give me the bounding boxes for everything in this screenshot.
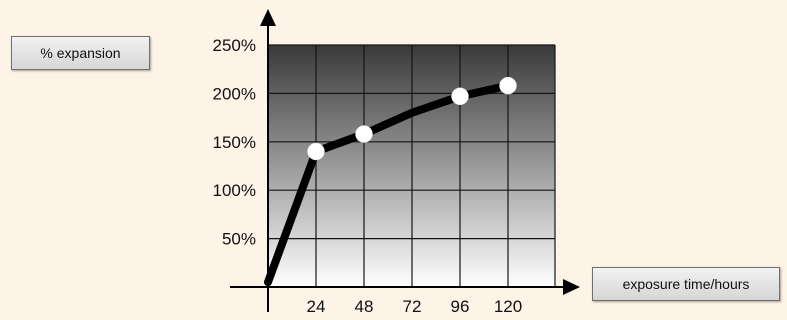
grid-lines (268, 44, 556, 287)
y-tick-label-200: 200% (213, 84, 256, 103)
x-tick-label-48: 48 (355, 297, 374, 316)
x-axis-arrow-icon (563, 279, 580, 295)
y-tick-label-50: 50% (222, 230, 256, 249)
y-tick-label-100: 100% (213, 181, 256, 200)
x-axis-label: exposure time/hours (592, 267, 780, 301)
data-point-24 (307, 142, 325, 161)
axes (230, 9, 580, 312)
y-tick-label-150: 150% (213, 133, 256, 152)
series-layer (264, 76, 517, 287)
data-point-96 (451, 87, 469, 106)
x-tick-label-24: 24 (307, 297, 326, 316)
x-tick-label-96: 96 (451, 297, 470, 316)
x-tick-labels: 24 48 72 96 120 (307, 297, 523, 316)
y-tick-label-250: 250% (213, 36, 256, 55)
y-tick-labels: 50% 100% 150% 200% 250% (213, 36, 256, 249)
x-tick-label-120: 120 (494, 297, 522, 316)
y-axis-arrow-icon (260, 9, 276, 26)
y-axis-label: % expansion (11, 36, 150, 70)
data-point-48 (355, 125, 373, 143)
data-point-120 (499, 76, 517, 95)
x-tick-label-72: 72 (403, 297, 422, 316)
